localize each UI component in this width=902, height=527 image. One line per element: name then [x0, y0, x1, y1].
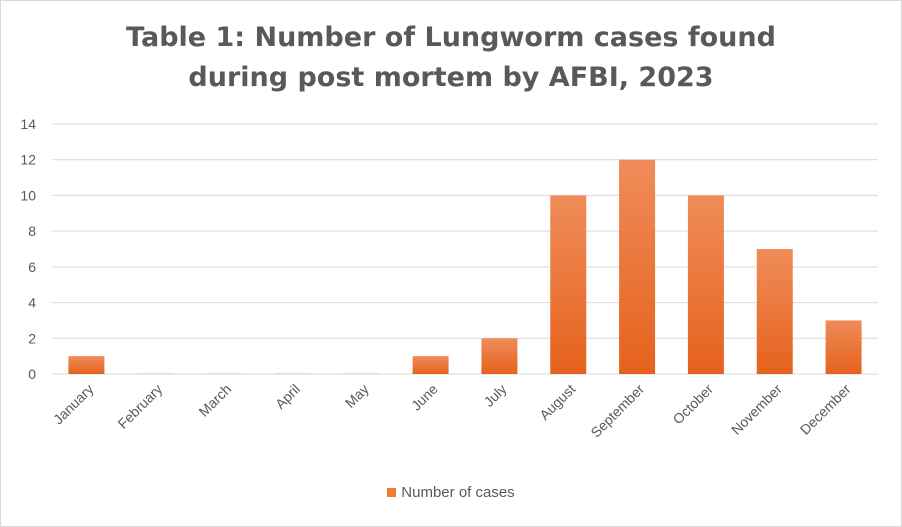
- y-axis-ticks: 0 2 4 6 8 10 12 14: [20, 116, 36, 382]
- y-tick-label: 2: [28, 330, 36, 346]
- bar-april: [274, 373, 311, 374]
- x-tick-label: January: [50, 381, 97, 428]
- bar-january: [68, 356, 105, 374]
- y-tick-label: 12: [20, 152, 36, 168]
- x-tick-label: March: [195, 381, 234, 420]
- bar-august: [550, 195, 587, 374]
- chart-title: Table 1: Number of Lungworm cases found …: [0, 18, 902, 98]
- x-axis-labels: January February March April May June July Augu…: [50, 381, 854, 441]
- legend: Number of cases: [0, 484, 902, 501]
- bar-february: [137, 373, 174, 374]
- y-tick-label: 6: [28, 259, 36, 275]
- x-tick-label: June: [408, 381, 441, 414]
- x-tick-label: May: [342, 381, 372, 411]
- bar-september: [619, 159, 656, 374]
- x-tick-label: July: [481, 381, 510, 410]
- bar-may: [343, 373, 380, 374]
- x-tick-label: October: [670, 381, 717, 428]
- x-tick-label: February: [114, 381, 165, 432]
- x-tick-label: December: [797, 381, 854, 438]
- x-tick-label: November: [728, 381, 785, 438]
- bars: [68, 159, 862, 374]
- bar-march: [206, 373, 243, 374]
- legend-swatch: [387, 487, 397, 497]
- legend-label: Number of cases: [401, 484, 515, 501]
- bar-july: [481, 338, 518, 374]
- y-tick-label: 8: [28, 223, 36, 239]
- bar-october: [687, 195, 724, 374]
- bar-december: [825, 320, 862, 374]
- y-tick-label: 14: [20, 116, 36, 132]
- bar-june: [412, 356, 449, 374]
- x-tick-label: September: [587, 381, 647, 441]
- bar-november: [756, 249, 793, 374]
- x-tick-label: August: [536, 381, 578, 423]
- chart-title-line-1: Table 1: Number of Lungworm cases found: [126, 22, 776, 53]
- gridlines: [52, 123, 878, 375]
- y-tick-label: 4: [28, 295, 36, 311]
- y-tick-label: 10: [20, 187, 36, 203]
- y-tick-label: 0: [28, 366, 36, 382]
- chart-title-line-2: during post mortem by AFBI, 2023: [188, 62, 714, 93]
- x-tick-label: April: [272, 381, 303, 412]
